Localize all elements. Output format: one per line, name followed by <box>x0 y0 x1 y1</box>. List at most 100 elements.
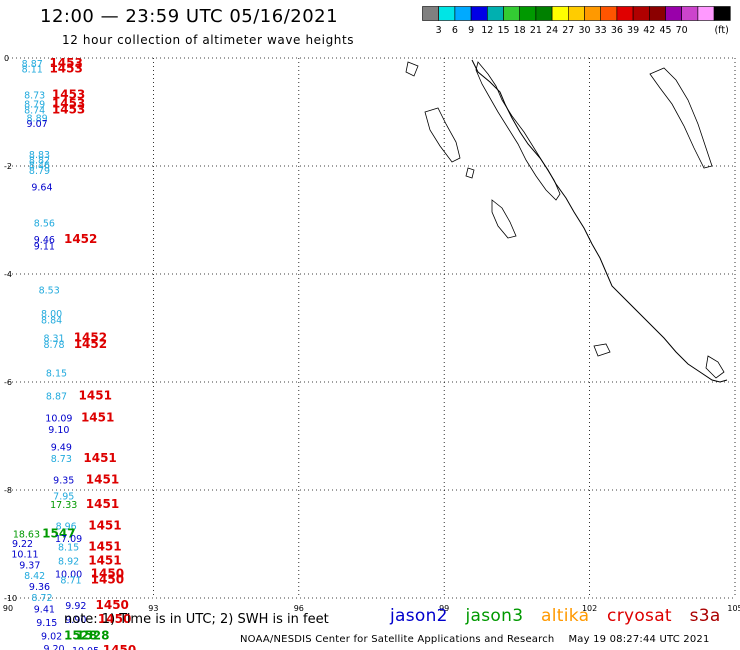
color-scale-tick: 9 <box>468 25 474 36</box>
color-scale-tick: 3 <box>436 25 442 36</box>
color-scale-tick: 27 <box>562 25 574 36</box>
wave-height-label: 8.46 <box>29 161 50 172</box>
wave-height-label: 8.89 <box>27 114 48 125</box>
wave-height-label: 8.11 <box>22 65 43 76</box>
pass-id-label: 1450 <box>96 598 129 612</box>
satellite-legend: jason2 jason3 altika cryosat s3a <box>390 606 733 626</box>
x-tick-label: 105 <box>727 604 740 613</box>
y-tick-label: -4 <box>4 270 12 279</box>
wave-height-label: 9.15 <box>36 618 57 629</box>
y-tick-label: 0 <box>4 54 9 63</box>
wave-height-label: 8.00 <box>41 309 62 320</box>
color-scale-tick: 36 <box>611 25 623 36</box>
y-tick-label: -10 <box>4 594 17 603</box>
pass-id-label: 1450 <box>91 572 124 586</box>
island-outline <box>593 343 611 357</box>
wave-height-label: 17.33 <box>50 500 77 511</box>
y-tick-label: -2 <box>4 162 12 171</box>
wave-height-label: 9.07 <box>27 119 48 130</box>
wave-height-label: 8.79 <box>29 166 50 177</box>
wave-height-label: 8.73 <box>51 454 72 465</box>
wave-height-label: 8.87 <box>46 391 67 402</box>
wave-height-label: 8.79 <box>24 100 45 111</box>
color-scale-tick: 33 <box>595 25 607 36</box>
wave-height-label: 9.37 <box>19 560 40 571</box>
color-scale-tick: 18 <box>514 25 526 36</box>
wave-height-label: 9.41 <box>34 605 55 616</box>
island-outline <box>405 61 419 77</box>
x-tick-label: 102 <box>582 604 597 613</box>
wave-height-label: 9.20 <box>43 644 64 650</box>
wave-height-label: 10.09 <box>45 413 72 424</box>
color-scale-tick: 21 <box>530 25 542 36</box>
color-scale-bar: 3 6 9 12 15 18 21 24 27 30 33 36 39 42 45 70 (ft) <box>422 6 731 36</box>
wave-height-label: 9.64 <box>31 182 52 193</box>
wave-height-label: 9.11 <box>34 242 55 253</box>
wave-height-label: 10.11 <box>11 550 38 561</box>
pass-id-label: 1451 <box>81 410 114 424</box>
pass-id-label: 1453 <box>52 97 85 111</box>
credit-timestamp: May 19 08:27:44 UTC 2021 <box>568 634 710 645</box>
island-outline <box>424 107 461 163</box>
chart-title: 12:00 — 23:59 UTC 05/16/2021 <box>40 6 339 27</box>
credit-org: NOAA/NESDIS Center for Satellite Applica… <box>240 634 555 645</box>
color-scale-tick: 24 <box>546 25 558 36</box>
x-tick-label: 90 <box>3 604 13 613</box>
legend-s3a: s3a <box>689 606 721 626</box>
legend-altika: altika <box>541 606 590 626</box>
coastline <box>471 59 728 383</box>
wave-height-label: 8.92 <box>58 557 79 568</box>
wave-height-label: 8.73 <box>24 91 45 102</box>
color-scale-tick: 30 <box>578 25 590 36</box>
wave-height-label: 9.02 <box>41 632 62 643</box>
island-outline <box>465 167 475 179</box>
wave-height-label: 8.56 <box>34 218 55 229</box>
x-tick-label: 99 <box>439 604 449 613</box>
wave-height-label: 18.63 <box>13 530 40 541</box>
color-scale-tick: 39 <box>627 25 639 36</box>
pass-id-label: 1547 <box>42 527 75 541</box>
wave-height-label: 9.49 <box>51 443 72 454</box>
wave-height-label: 9.35 <box>53 476 74 487</box>
pass-id-label: 1528 <box>64 629 97 643</box>
wave-height-label: 8.82 <box>29 155 50 166</box>
wave-height-label: 9.90 <box>65 615 86 626</box>
wave-height-label: 9.92 <box>65 601 86 612</box>
wave-height-label: 8.74 <box>24 106 45 117</box>
color-scale-tick: 42 <box>643 25 655 36</box>
wave-height-label: 10.05 <box>72 646 99 650</box>
color-scale-tick: 70 <box>676 25 688 36</box>
pass-id-label: 1450 <box>91 566 124 580</box>
y-tick-label: -8 <box>4 486 12 495</box>
wave-height-label: 8.31 <box>43 334 64 345</box>
pass-id-label: 1451 <box>86 497 119 511</box>
wave-height-label: 8.87 <box>22 59 43 70</box>
legend-jason2: jason2 <box>390 606 448 626</box>
footnote: note: 1) Time is in UTC; 2) SWH is in fe… <box>64 612 329 627</box>
wave-height-label: 9.22 <box>12 539 33 550</box>
pass-id-label: 1528 <box>76 629 109 643</box>
color-scale-tick: 6 <box>452 25 458 36</box>
legend-cryosat: cryosat <box>607 606 672 626</box>
wave-height-label: 8.71 <box>60 575 81 586</box>
legend-jason3: jason3 <box>465 606 524 626</box>
wave-height-label: 9.36 <box>29 582 50 593</box>
wave-height-label: 8.15 <box>46 369 67 380</box>
color-scale-tick: 15 <box>497 25 509 36</box>
wave-height-label: 8.42 <box>24 571 45 582</box>
y-tick-label: -6 <box>4 378 12 387</box>
pass-id-label: 1450 <box>103 643 136 650</box>
island-outline <box>705 355 725 379</box>
wave-height-label: 17.09 <box>55 534 82 545</box>
wave-height-label: 8.78 <box>43 340 64 351</box>
wave-height-label: 8.83 <box>29 150 50 161</box>
wave-height-label: 8.84 <box>41 316 62 327</box>
pass-id-label: 1453 <box>52 88 85 102</box>
wave-height-label: 8.15 <box>58 542 79 553</box>
wave-height-label: 8.72 <box>31 593 52 604</box>
pass-id-label: 1453 <box>49 62 82 76</box>
x-tick-label: 93 <box>148 604 158 613</box>
mainland-outline <box>649 67 713 169</box>
pass-id-label: 1451 <box>88 518 121 532</box>
